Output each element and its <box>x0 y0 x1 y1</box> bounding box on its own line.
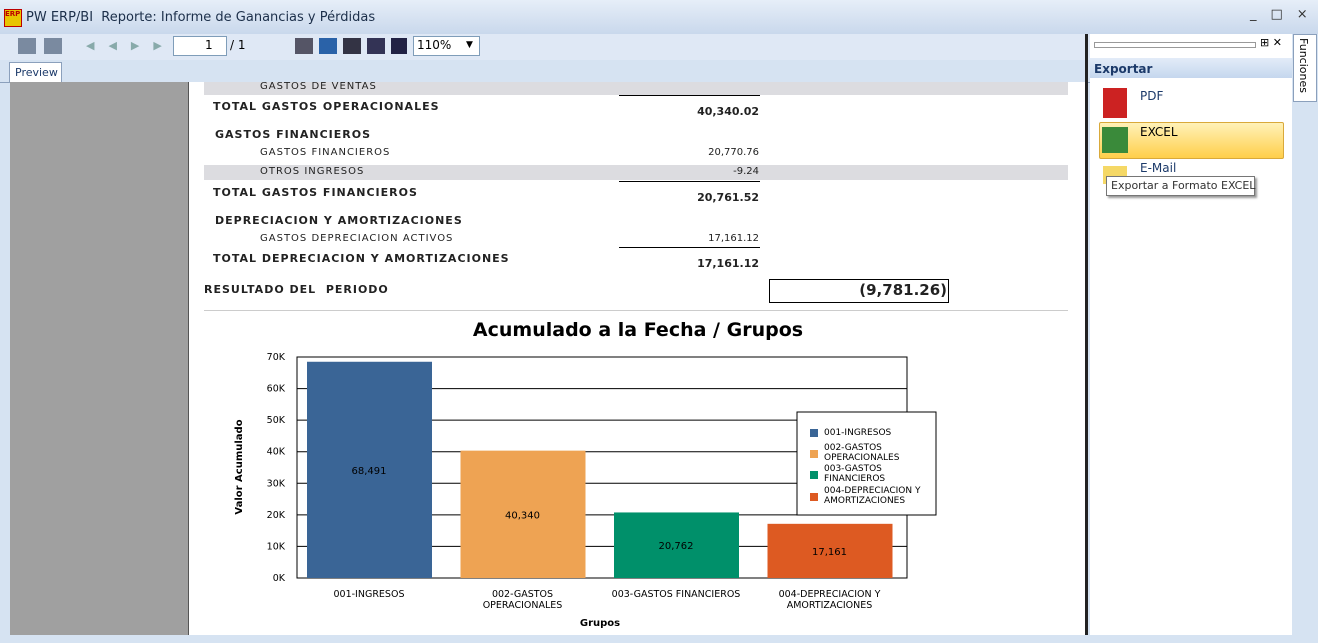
page-number: 1 <box>205 38 213 52</box>
legend-label: 003-GASTOS FINANCIEROS <box>824 464 886 484</box>
y-tick-label: 70K <box>267 352 286 363</box>
bar <box>460 450 586 578</box>
legend-swatch <box>810 493 818 501</box>
panel-header <box>1090 58 1292 78</box>
preview-tab[interactable] <box>9 62 62 83</box>
bar-value-label: 40,340 <box>505 510 540 521</box>
zoom-select[interactable] <box>413 36 480 56</box>
window-controls[interactable]: _□× <box>1250 7 1318 22</box>
legend-label: 004-DEPRECIACION Y AMORTIZACIONES <box>824 486 921 506</box>
section-heading: DEPRECIACION Y AMORTIZACIONES <box>215 214 463 227</box>
report-page: Acumulado a la Fecha / Grupos Valor Acum… <box>188 82 1085 635</box>
total-rule <box>619 95 760 96</box>
panel-grip <box>1094 42 1256 48</box>
legend-swatch <box>810 450 818 458</box>
chart: Acumulado a la Fecha / Grupos Valor Acum… <box>234 319 937 629</box>
bar <box>307 361 432 578</box>
legend-label: 001-INGRESOS <box>824 428 892 438</box>
bar <box>614 512 739 578</box>
total-rule <box>619 247 760 248</box>
total-rule <box>619 181 760 182</box>
vertical-tab-label: Funciones <box>1297 38 1310 93</box>
result-box <box>769 279 949 303</box>
total-value: 17,161.12 <box>697 257 759 270</box>
x-tick-label: 001-INGRESOS <box>333 589 405 600</box>
legend-label: 002-GASTOS OPERACIONALES <box>824 443 900 463</box>
export-excel[interactable]: EXCEL <box>1140 125 1178 139</box>
y-tick-label: 20K <box>267 510 286 521</box>
y-tick-label: 50K <box>267 415 286 426</box>
export-email[interactable]: E-Mail <box>1140 161 1177 175</box>
row-shade <box>204 165 1068 180</box>
line-value: 20,770.76 <box>708 147 759 158</box>
zoom-arrow: ▼ <box>466 40 473 50</box>
zoom-value: 110% <box>417 38 452 52</box>
legend-swatch <box>810 429 818 437</box>
line-label: OTROS INGRESOS <box>260 166 365 177</box>
splitter <box>1085 34 1088 635</box>
result-value: (9,781.26) <box>859 281 947 299</box>
export-pdf[interactable]: PDF <box>1140 89 1164 103</box>
y-axis-label: Valor Acumulado <box>234 419 245 514</box>
bar <box>767 523 893 578</box>
result-label: RESULTADO DEL PERIODO <box>204 283 389 296</box>
tool-buttons[interactable] <box>295 38 407 54</box>
line-label: GASTOS FINANCIEROS <box>260 147 391 158</box>
tab-strip <box>0 60 1090 83</box>
total-value: 40,340.02 <box>697 105 759 118</box>
preview-margin <box>10 82 188 635</box>
row-shade <box>204 82 1068 95</box>
bar-value-label: 68,491 <box>352 466 387 477</box>
y-tick-label: 30K <box>267 478 286 489</box>
total-label: TOTAL DEPRECIACION Y AMORTIZACIONES <box>213 252 510 265</box>
panel-header-label: Exportar <box>1094 62 1153 76</box>
excel-highlight <box>1099 122 1284 159</box>
print-button[interactable] <box>18 38 36 54</box>
legend-swatch <box>810 471 818 479</box>
preview-tab-label: Preview <box>15 66 58 79</box>
bar-value-label: 20,762 <box>659 541 694 552</box>
section-heading: GASTOS FINANCIEROS <box>215 128 372 141</box>
line-value: -9.24 <box>733 166 759 177</box>
chart-title: Acumulado a la Fecha / Grupos <box>473 319 803 341</box>
line-label: GASTOS DEPRECIACION ACTIVOS <box>260 233 454 244</box>
excel-icon <box>1102 127 1128 153</box>
total-label: TOTAL GASTOS OPERACIONALES <box>213 100 440 113</box>
tooltip <box>1106 176 1255 196</box>
legend-box <box>796 411 937 516</box>
page-input[interactable] <box>173 36 227 56</box>
bar-value-label: 17,161 <box>812 547 847 558</box>
setup-button[interactable] <box>44 38 62 54</box>
y-tick-label: 40K <box>267 447 286 458</box>
page-total: / 1 <box>230 38 246 52</box>
y-tick-label: 10K <box>267 541 286 552</box>
window-title: PW ERP/BI Reporte: Informe de Ganancias … <box>26 10 376 25</box>
vertical-tab[interactable] <box>1293 34 1317 102</box>
x-tick-label: 002-GASTOS OPERACIONALES <box>482 589 563 611</box>
total-label: TOTAL GASTOS FINANCIEROS <box>213 186 418 199</box>
line-value: 17,161.12 <box>708 233 759 244</box>
nav-buttons[interactable]: ◀◀▶▶ <box>86 39 176 52</box>
x-tick-label: 003-GASTOS FINANCIEROS <box>611 589 741 600</box>
total-value: 20,761.52 <box>697 191 759 204</box>
pdf-icon <box>1103 88 1127 118</box>
x-axis-label: Grupos <box>580 618 620 629</box>
tooltip-text: Exportar a Formato EXCEL <box>1111 179 1256 192</box>
y-tick-label: 60K <box>267 384 286 395</box>
x-tick-label: 004-DEPRECIACION Y AMORTIZACIONES <box>778 589 881 611</box>
separator <box>204 310 1068 311</box>
title-bar <box>0 0 1318 34</box>
y-tick-label: 0K <box>273 573 286 584</box>
panel-controls[interactable]: ⊞ ✕ <box>1260 36 1282 49</box>
app-icon: ERP <box>4 9 22 27</box>
vertical-tab-strip <box>1292 34 1318 635</box>
line-label: GASTOS DE VENTAS <box>260 82 377 92</box>
page-edge <box>188 82 189 635</box>
